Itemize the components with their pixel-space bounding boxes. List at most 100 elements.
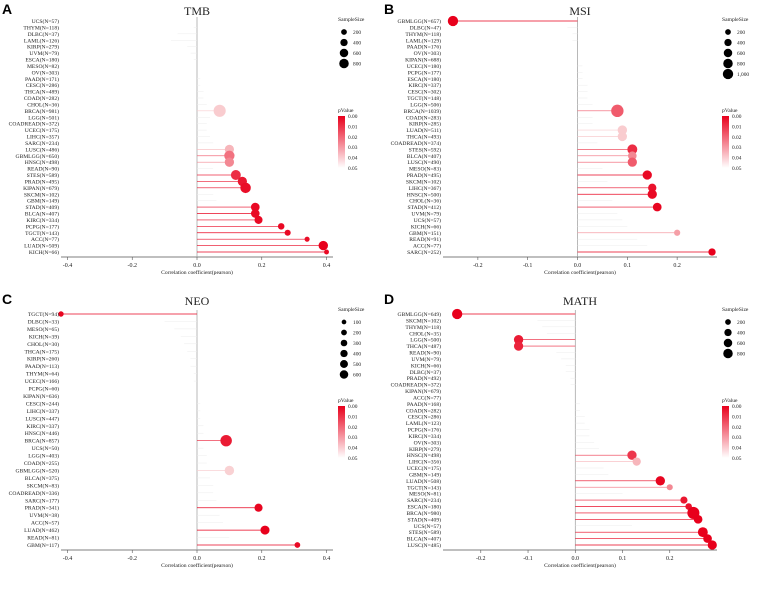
size-legend: SampleSize 100 200 300 400 500 600 — [338, 307, 365, 379]
category-label: PAAD(N=171) — [25, 76, 59, 83]
size-legend-title: SampleSize — [338, 17, 365, 23]
category-label: ACC(N=57) — [31, 520, 59, 527]
color-legend-label: 0.03 — [732, 435, 742, 441]
size-legend-label: 200 — [353, 30, 361, 36]
category-label: KIPAN(N=636) — [23, 393, 59, 400]
size-legend-dot — [341, 319, 347, 325]
category-label: PAAD(N=176) — [407, 44, 441, 51]
category-label: UCEC(N=175) — [25, 127, 59, 134]
category-label: PRAD(N=495) — [25, 178, 59, 185]
x-tick-label: -0.2 — [127, 263, 137, 269]
category-label: KIPAN(N=679) — [23, 185, 59, 192]
size-legend-label: 600 — [737, 341, 745, 347]
color-legend-label: 0.03 — [732, 145, 742, 151]
x-tick-label: 0.2 — [666, 556, 674, 562]
category-label: BRCA(N=857) — [24, 438, 59, 445]
color-legend-label: 0.01 — [348, 124, 358, 130]
x-tick-label: -0.1 — [523, 263, 533, 269]
size-legend-label: 1,000 — [737, 72, 749, 78]
color-legend-label: 0.04 — [348, 156, 358, 162]
category-label: KIPAN(N=679) — [405, 388, 441, 395]
category-label: UCEC(N=180) — [407, 63, 441, 70]
category-label: GBM(N=149) — [27, 198, 59, 205]
size-legend-label: 600 — [353, 373, 361, 379]
size-legend-dot — [340, 349, 348, 358]
lollipop-point — [284, 229, 291, 236]
size-legend-dot — [341, 29, 347, 35]
category-label: COADREAD(N=372) — [391, 382, 442, 389]
category-label: CESC(N=302) — [408, 89, 441, 96]
color-legend-label: 0.00 — [732, 404, 742, 410]
lollipop-point — [318, 240, 328, 251]
category-label: LGG(N=500) — [410, 337, 441, 344]
category-label: KIRP(N=279) — [27, 44, 59, 51]
category-label: MESO(N=83) — [409, 166, 441, 173]
lollipop-point — [680, 496, 688, 504]
panel-b: B MSI -0.2 -0.1 0.0 0.1 0.2 Correlation coeffic… — [384, 1, 749, 276]
category-label: UCEC(N=175) — [407, 465, 441, 472]
size-legend-dot — [723, 48, 733, 58]
lollipop-point — [647, 189, 657, 199]
category-label: STES(N=592) — [409, 146, 442, 153]
color-legend-label: 0.02 — [348, 425, 358, 431]
color-legend-label: 0.05 — [732, 456, 742, 462]
category-label: DLBC(N=47) — [410, 24, 442, 31]
x-tick-label: 0.2 — [673, 263, 681, 269]
category-label: PCPG(N=177) — [26, 223, 59, 230]
category-label: LAML(N=126) — [24, 37, 59, 44]
category-label: STES(N=589) — [409, 529, 442, 536]
size-legend-dot — [339, 58, 349, 69]
category-label: LAML(N=129) — [406, 37, 441, 44]
category-label: STAD(N=409) — [26, 204, 60, 211]
category-label: THCA(N=493) — [406, 134, 441, 141]
size-legend-label: 100 — [353, 320, 361, 326]
category-label: BRCA(N=981) — [24, 108, 59, 115]
lollipop-point — [213, 104, 226, 117]
category-label: STAD(N=409) — [408, 516, 442, 523]
size-legend: SampleSize 200 400 600 800 — [722, 307, 749, 359]
category-label: MESO(N=82) — [27, 63, 59, 70]
lollipop-point — [708, 248, 716, 256]
category-label: THYM(N=64) — [26, 371, 59, 378]
color-legend-label: 0.02 — [348, 135, 358, 141]
category-label: COAD(N=282) — [406, 407, 441, 414]
category-label: KIPAN(N=688) — [405, 57, 441, 64]
category-label: PRAD(N=341) — [25, 505, 59, 512]
lollipop-point — [58, 311, 64, 317]
category-label: UVM(N=38) — [29, 512, 59, 519]
category-label: SKCM(N=102) — [24, 191, 59, 198]
category-label: TGCT(N=148) — [407, 95, 441, 102]
category-label: HNSC(N=500) — [407, 191, 441, 198]
category-label: ACC(N=77) — [413, 394, 441, 401]
category-label: ESCA(N=180) — [25, 57, 59, 64]
lollipop-point — [707, 540, 717, 550]
category-label: SARC(N=177) — [25, 497, 59, 504]
category-label: STES(N=589) — [27, 172, 60, 179]
category-label: PAAD(N=113) — [25, 363, 59, 370]
lollipop-point — [294, 542, 301, 548]
category-label: LGG(N=506) — [410, 101, 441, 108]
lollipop-point — [617, 125, 628, 135]
category-label: LUSC(N=490) — [407, 159, 441, 166]
category-label: OV(N=303) — [414, 50, 442, 57]
lollipop-point — [655, 476, 666, 486]
size-legend-label: 800 — [737, 62, 745, 68]
category-label: UCS(N=50) — [32, 445, 60, 452]
size-legend-title: SampleSize — [722, 17, 749, 23]
category-label: READ(N=81) — [27, 535, 59, 542]
size-legend-label: 200 — [737, 30, 745, 36]
category-label: THCA(N=489) — [24, 89, 59, 96]
category-label: PRAD(N=492) — [407, 375, 441, 382]
x-tick-label: -0.2 — [127, 556, 137, 562]
category-label: CESC(N=286) — [26, 82, 59, 89]
category-label: PCPG(N=176) — [408, 427, 441, 434]
lollipop-point — [652, 202, 662, 212]
category-label: READ(N=90) — [409, 350, 441, 357]
size-legend-label: 300 — [353, 341, 361, 347]
panel-title: NEO — [185, 294, 210, 308]
lollipop-point — [224, 157, 235, 167]
category-label: KICH(N=39) — [29, 333, 59, 340]
category-label: TGCT(N=94) — [28, 311, 59, 318]
